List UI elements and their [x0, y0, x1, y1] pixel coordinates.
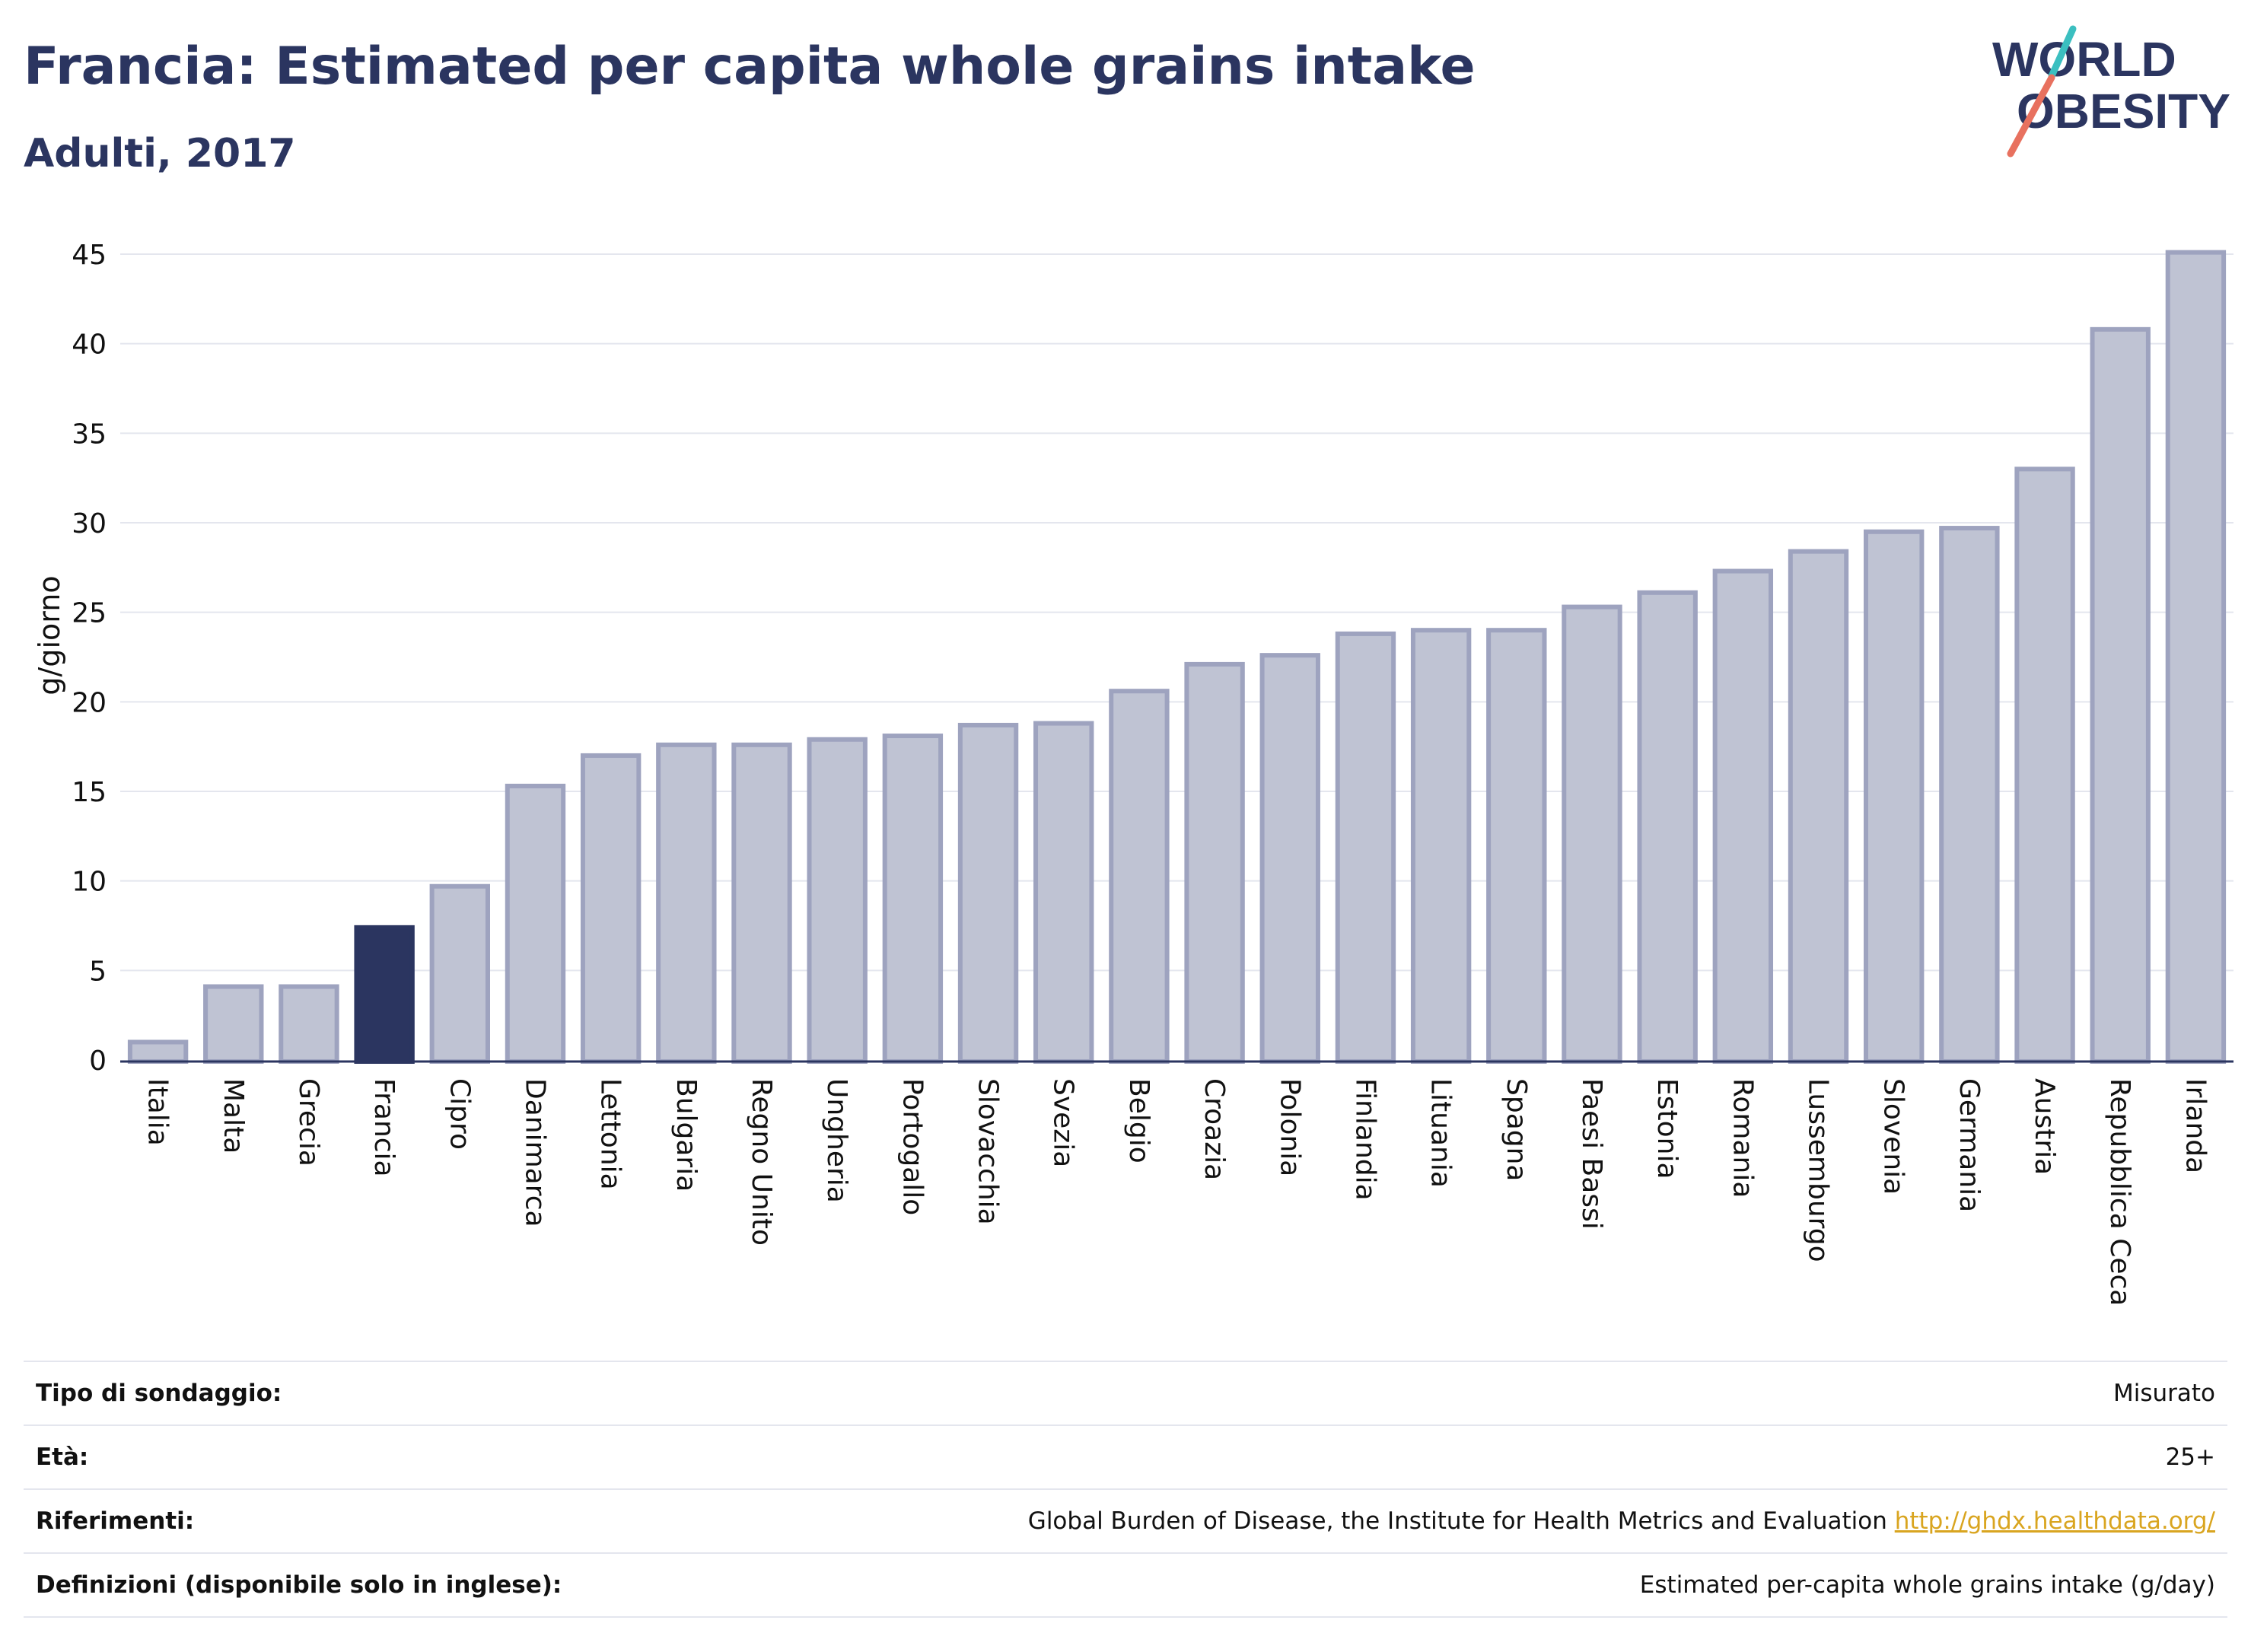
bar-lettonia: [580, 753, 642, 1065]
y-axis-ticks: 0 5 10 15 20 25 30 35 40 45: [72, 240, 107, 1077]
y-tick-label: 10: [72, 867, 107, 898]
bar-paesi-bassi: [1562, 604, 1622, 1064]
logo-text-world: WORLD: [1992, 32, 2176, 87]
y-tick-label: 30: [72, 508, 107, 540]
info-key: Riferimenti:: [24, 1488, 712, 1554]
reference-link[interactable]: http://ghdx.healthdata.org/: [1894, 1507, 2215, 1535]
x-axis-ticks: Italia Malta Grecia Francia Cipro Danimarca Le…: [142, 1078, 2211, 1306]
x-tick-label: Grecia: [293, 1078, 324, 1167]
info-value-cell: Global Burden of Disease, the Institute …: [712, 1488, 2227, 1554]
bar-lituania: [1410, 628, 1472, 1064]
bar-croazia: [1184, 661, 1245, 1064]
y-tick-label: 40: [72, 329, 107, 361]
bar-malta: [203, 984, 264, 1064]
y-tick-label: 20: [72, 687, 107, 718]
logo-text-obesity: OBESITY: [2017, 84, 2230, 138]
x-tick-label: Svezia: [1048, 1078, 1079, 1167]
y-tick-label: 15: [72, 777, 107, 808]
x-tick-label: Romania: [1727, 1078, 1758, 1198]
x-tick-label: Slovacchia: [973, 1078, 1004, 1225]
bar-estonia: [1637, 590, 1698, 1064]
x-tick-label: Austria: [2029, 1078, 2060, 1175]
bar-spagna: [1486, 628, 1547, 1064]
x-tick-label: Polonia: [1274, 1078, 1305, 1176]
bar-slovacchia: [957, 722, 1019, 1065]
bar-bulgaria: [656, 742, 717, 1065]
x-tick-label: Bulgaria: [670, 1078, 702, 1192]
x-tick-label: Estonia: [1651, 1078, 1683, 1179]
bar-finlandia: [1335, 631, 1396, 1064]
bar-ungheria: [807, 737, 868, 1065]
bar-cipro: [429, 883, 490, 1065]
bar-slovenia: [1864, 529, 1925, 1064]
x-tick-label: Lussemburgo: [1803, 1078, 1834, 1262]
chart-subtitle: Adulti, 2017: [24, 131, 296, 177]
info-value: Estimated per-capita whole grains intake…: [712, 1552, 2227, 1618]
info-row-references: Riferimenti: Global Burden of Disease, t…: [24, 1488, 2227, 1554]
bar-italia: [127, 1039, 189, 1065]
x-tick-label: Irlanda: [2179, 1078, 2211, 1173]
bar-romania: [1712, 568, 1774, 1064]
info-key: Età:: [24, 1424, 712, 1490]
bar-lussemburgo: [1788, 549, 1849, 1064]
x-tick-label: Regno Unito: [746, 1078, 777, 1246]
y-tick-label: 25: [72, 598, 107, 629]
info-value: Global Burden of Disease, the Institute …: [1027, 1507, 1887, 1535]
info-key: Tipo di sondaggio:: [24, 1361, 712, 1426]
logo-slash-coral: [2007, 74, 2055, 158]
bars: [127, 250, 2227, 1065]
bar-irlanda: [2165, 250, 2227, 1065]
x-tick-label: Francia: [368, 1078, 400, 1177]
y-tick-label: 0: [89, 1046, 107, 1077]
info-row-age: Età: 25+: [24, 1424, 2227, 1490]
info-value: 25+: [712, 1424, 2227, 1490]
x-tick-label: Lettonia: [595, 1078, 626, 1190]
y-axis-label: g/giorno: [33, 575, 66, 695]
x-tick-label: Malta: [218, 1078, 249, 1154]
y-tick-label: 45: [72, 240, 107, 271]
x-tick-label: Italia: [142, 1078, 174, 1146]
y-tick-label: 35: [72, 419, 107, 450]
bar-regno-unito: [731, 742, 792, 1065]
x-tick-label: Belgio: [1123, 1078, 1154, 1163]
x-tick-label: Croazia: [1199, 1078, 1230, 1180]
chart-title: Francia: Estimated per capita whole grai…: [24, 37, 1476, 97]
info-row-survey-type: Tipo di sondaggio: Misurato: [24, 1361, 2227, 1426]
bar-chart: 0 5 10 15 20 25 30 35 40 45 Italia Malta Grecia Fran…: [33, 240, 2233, 1306]
y-tick-label: 5: [89, 956, 107, 987]
x-tick-label: Spagna: [1501, 1078, 1532, 1182]
info-table: Tipo di sondaggio: Misurato Età: 25+ Rif…: [24, 1361, 2227, 1618]
bar-germania: [1939, 526, 2000, 1064]
bar-belgio: [1109, 689, 1170, 1064]
bar-polonia: [1259, 653, 1320, 1064]
bar-francia: [354, 925, 415, 1065]
x-tick-label: Germania: [1953, 1078, 1985, 1212]
x-tick-label: Slovenia: [1878, 1078, 1909, 1195]
x-tick-label: Paesi Bassi: [1576, 1078, 1607, 1230]
x-tick-label: Danimarca: [519, 1078, 550, 1227]
bar-grecia: [279, 984, 339, 1064]
x-tick-label: Ungheria: [821, 1078, 852, 1203]
info-key: Definizioni (disponibile solo in inglese…: [24, 1552, 712, 1618]
x-tick-label: Lituania: [1425, 1078, 1457, 1188]
info-row-definitions: Definizioni (disponibile solo in inglese…: [24, 1552, 2227, 1618]
logo-slash-teal: [2048, 25, 2077, 80]
bar-svezia: [1033, 721, 1094, 1064]
bar-portogallo: [882, 734, 944, 1065]
x-tick-label: Finlandia: [1349, 1078, 1380, 1201]
x-tick-label: Portogallo: [896, 1078, 928, 1215]
info-value: Misurato: [712, 1361, 2227, 1426]
x-tick-label: Cipro: [444, 1078, 475, 1150]
bar-danimarca: [505, 783, 566, 1064]
x-tick-label: Repubblica Ceca: [2104, 1078, 2135, 1306]
bar-austria: [2014, 466, 2075, 1064]
bar-repubblica-ceca: [2090, 326, 2151, 1064]
world-obesity-logo: WORLD OBESITY: [1992, 25, 2230, 158]
